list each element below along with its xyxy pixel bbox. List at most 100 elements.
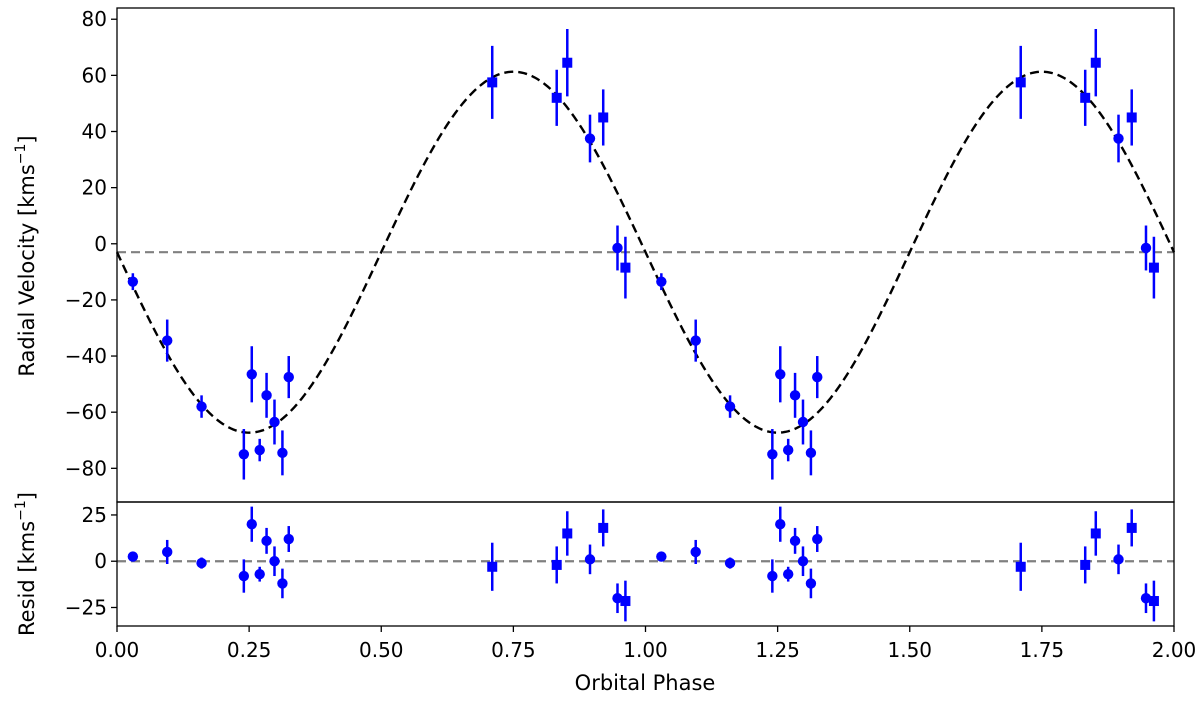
resid-circle-point (283, 526, 294, 552)
circle-marker (767, 449, 778, 460)
x-axis-ticks: 0.00 0.25 0.50 0.75 1.00 1.25 1.50 1.75 2.00 (95, 626, 1197, 662)
circle-marker (269, 556, 280, 567)
resid-square-point (551, 546, 562, 584)
circle-marker (690, 335, 701, 346)
rv-circle-point (656, 273, 667, 291)
resid-y-axis-label: Resid [kms−1] (13, 492, 39, 636)
resid-square-point (1148, 580, 1159, 622)
rv-circle-point (196, 395, 207, 418)
rv-square-point (620, 236, 631, 299)
rv-model-curve (115, 70, 1176, 434)
circle-marker (127, 276, 139, 287)
rv-square-point (1126, 89, 1137, 146)
square-marker (1126, 522, 1137, 533)
resid-circle-point (246, 506, 257, 542)
rv-circle-point (269, 399, 280, 445)
circle-marker (789, 390, 801, 401)
circle-marker (724, 557, 736, 569)
resid-square-point (598, 509, 609, 547)
circle-marker (1140, 593, 1152, 604)
resid-square-point (487, 542, 498, 591)
y-tick-label: −20 (65, 288, 107, 312)
rv-circle-point (805, 430, 817, 476)
resid-y-ticks: 25 0 −25 (65, 503, 117, 619)
square-marker (1126, 112, 1137, 123)
circle-marker (238, 449, 250, 460)
resid-square-point (1090, 511, 1101, 556)
square-marker (1148, 262, 1159, 273)
resid-circle-point (584, 544, 596, 575)
square-marker (1080, 92, 1091, 103)
circle-marker (775, 369, 786, 380)
circle-marker (789, 535, 801, 547)
circle-marker (162, 546, 173, 558)
y-tick-label: 80 (82, 7, 107, 31)
square-marker (1090, 57, 1101, 68)
resid-circle-point (1113, 544, 1124, 575)
rv-circle-point (246, 346, 257, 403)
resid-square-point (1126, 509, 1137, 547)
square-marker (1080, 559, 1091, 570)
circle-marker (283, 533, 294, 545)
rv-square-point (1080, 69, 1091, 126)
square-marker (1015, 77, 1026, 88)
circle-marker (782, 444, 794, 456)
resid-circle-point (127, 551, 139, 562)
resid-circle-point (277, 568, 288, 599)
circle-marker (246, 369, 257, 380)
resid-panel: 25 0 −25 Resid [kms−1] (13, 492, 1175, 636)
square-marker (562, 528, 573, 539)
y-tick-label: −25 (65, 595, 107, 619)
y-tick-label: 0 (94, 232, 107, 256)
x-tick-label: 1.25 (755, 638, 800, 662)
resid-circle-point (805, 568, 817, 599)
rv-circle-point (238, 429, 250, 480)
resid-circle-point (269, 546, 280, 577)
circle-marker (584, 133, 596, 144)
circle-marker (584, 554, 596, 565)
x-axis-label: Orbital Phase (575, 671, 716, 695)
rv-y-ticks: 80 60 40 20 0 −20 −40 −60 −80 (65, 7, 117, 480)
resid-circle-point (1140, 583, 1152, 614)
rv-circle-point (1140, 225, 1152, 271)
rv-circle-point (775, 346, 786, 403)
circle-marker (656, 276, 667, 287)
square-marker (562, 57, 573, 68)
resid-square-point (620, 580, 631, 622)
rv-circle-point (724, 395, 736, 418)
circle-marker (277, 447, 288, 459)
x-tick-label: 1.00 (623, 638, 668, 662)
rv-square-point (598, 89, 609, 146)
square-marker (487, 77, 498, 88)
resid-circle-point (238, 559, 250, 593)
rv-square-point (551, 69, 562, 126)
rv-y-axis-label: Radial Velocity [kms−1] (13, 135, 39, 376)
resid-circle-point (690, 539, 701, 564)
x-tick-label: 2.00 (1152, 638, 1197, 662)
circle-marker (724, 401, 736, 412)
rv-circle-point (612, 225, 623, 271)
x-tick-label: 0.50 (359, 638, 404, 662)
square-marker (598, 112, 609, 123)
rv-circle-point (690, 319, 701, 362)
circle-marker (805, 447, 817, 459)
resid-circle-point (612, 583, 623, 614)
circle-marker (1113, 133, 1124, 144)
circle-marker (261, 535, 272, 547)
rv-circle-point (584, 114, 596, 163)
circle-marker (261, 390, 272, 401)
y-tick-label: −40 (65, 344, 107, 368)
circle-marker (1113, 554, 1124, 565)
square-marker (598, 522, 609, 533)
resid-circle-point (767, 559, 778, 593)
rv-square-point (562, 29, 573, 97)
square-marker (1090, 528, 1101, 539)
x-tick-label: 1.50 (887, 638, 932, 662)
square-marker (620, 262, 631, 273)
resid-circle-point (196, 557, 207, 569)
circle-marker (797, 556, 809, 567)
square-marker (487, 561, 498, 572)
rv-circle-point (254, 438, 265, 462)
y-tick-label: 0 (94, 549, 107, 573)
